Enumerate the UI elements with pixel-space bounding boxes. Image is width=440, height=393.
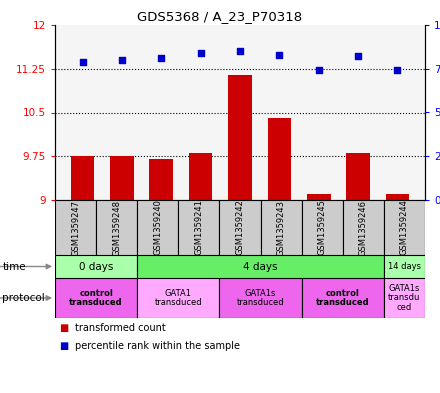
Point: [197, 50, 204, 56]
Bar: [220, 200, 260, 255]
Bar: [302, 278, 384, 318]
Bar: [384, 255, 425, 278]
Bar: [96, 200, 137, 255]
Text: GSM1359241: GSM1359241: [194, 200, 203, 255]
Bar: [137, 255, 384, 278]
Bar: [137, 200, 178, 255]
Text: GDS5368 / A_23_P70318: GDS5368 / A_23_P70318: [137, 10, 303, 23]
Bar: [71, 156, 94, 200]
Bar: [302, 200, 343, 255]
Bar: [189, 153, 213, 200]
Text: GATA1s
transdu
ced: GATA1s transdu ced: [388, 284, 421, 312]
Text: GSM1359244: GSM1359244: [400, 200, 409, 255]
Bar: [55, 278, 137, 318]
Text: GSM1359245: GSM1359245: [318, 200, 327, 255]
Point: [315, 67, 322, 73]
Bar: [260, 200, 302, 255]
Point: [276, 51, 283, 58]
Point: [158, 55, 165, 61]
Text: GSM1359242: GSM1359242: [235, 200, 245, 255]
Bar: [150, 159, 173, 200]
Text: GATA1
transduced: GATA1 transduced: [154, 288, 202, 307]
Bar: [220, 278, 302, 318]
Bar: [55, 255, 137, 278]
Bar: [385, 194, 409, 200]
Bar: [343, 200, 384, 255]
Bar: [137, 278, 220, 318]
Bar: [228, 75, 252, 200]
Bar: [178, 200, 220, 255]
Text: control
transduced: control transduced: [69, 288, 123, 307]
Text: GSM1359243: GSM1359243: [277, 200, 286, 255]
Text: GSM1359240: GSM1359240: [153, 200, 162, 255]
Text: GSM1359248: GSM1359248: [112, 200, 121, 255]
Text: transformed count: transformed count: [75, 323, 165, 333]
Text: 0 days: 0 days: [79, 261, 113, 272]
Point: [394, 67, 401, 73]
Text: control
transduced: control transduced: [316, 288, 370, 307]
Bar: [307, 194, 330, 200]
Text: ■: ■: [59, 341, 69, 351]
Bar: [346, 153, 370, 200]
Point: [79, 59, 86, 65]
Text: 4 days: 4 days: [243, 261, 278, 272]
Text: percentile rank within the sample: percentile rank within the sample: [75, 341, 240, 351]
Bar: [384, 200, 425, 255]
Point: [236, 48, 243, 54]
Text: GATA1s
transduced: GATA1s transduced: [237, 288, 284, 307]
Point: [118, 57, 125, 63]
Bar: [384, 278, 425, 318]
Text: 14 days: 14 days: [388, 262, 421, 271]
Bar: [268, 118, 291, 200]
Bar: [55, 200, 96, 255]
Text: protocol: protocol: [2, 293, 45, 303]
Text: time: time: [2, 261, 26, 272]
Text: GSM1359246: GSM1359246: [359, 200, 368, 255]
Text: GSM1359247: GSM1359247: [71, 200, 80, 255]
Text: ■: ■: [59, 323, 69, 333]
Point: [355, 53, 362, 60]
Bar: [110, 156, 134, 200]
